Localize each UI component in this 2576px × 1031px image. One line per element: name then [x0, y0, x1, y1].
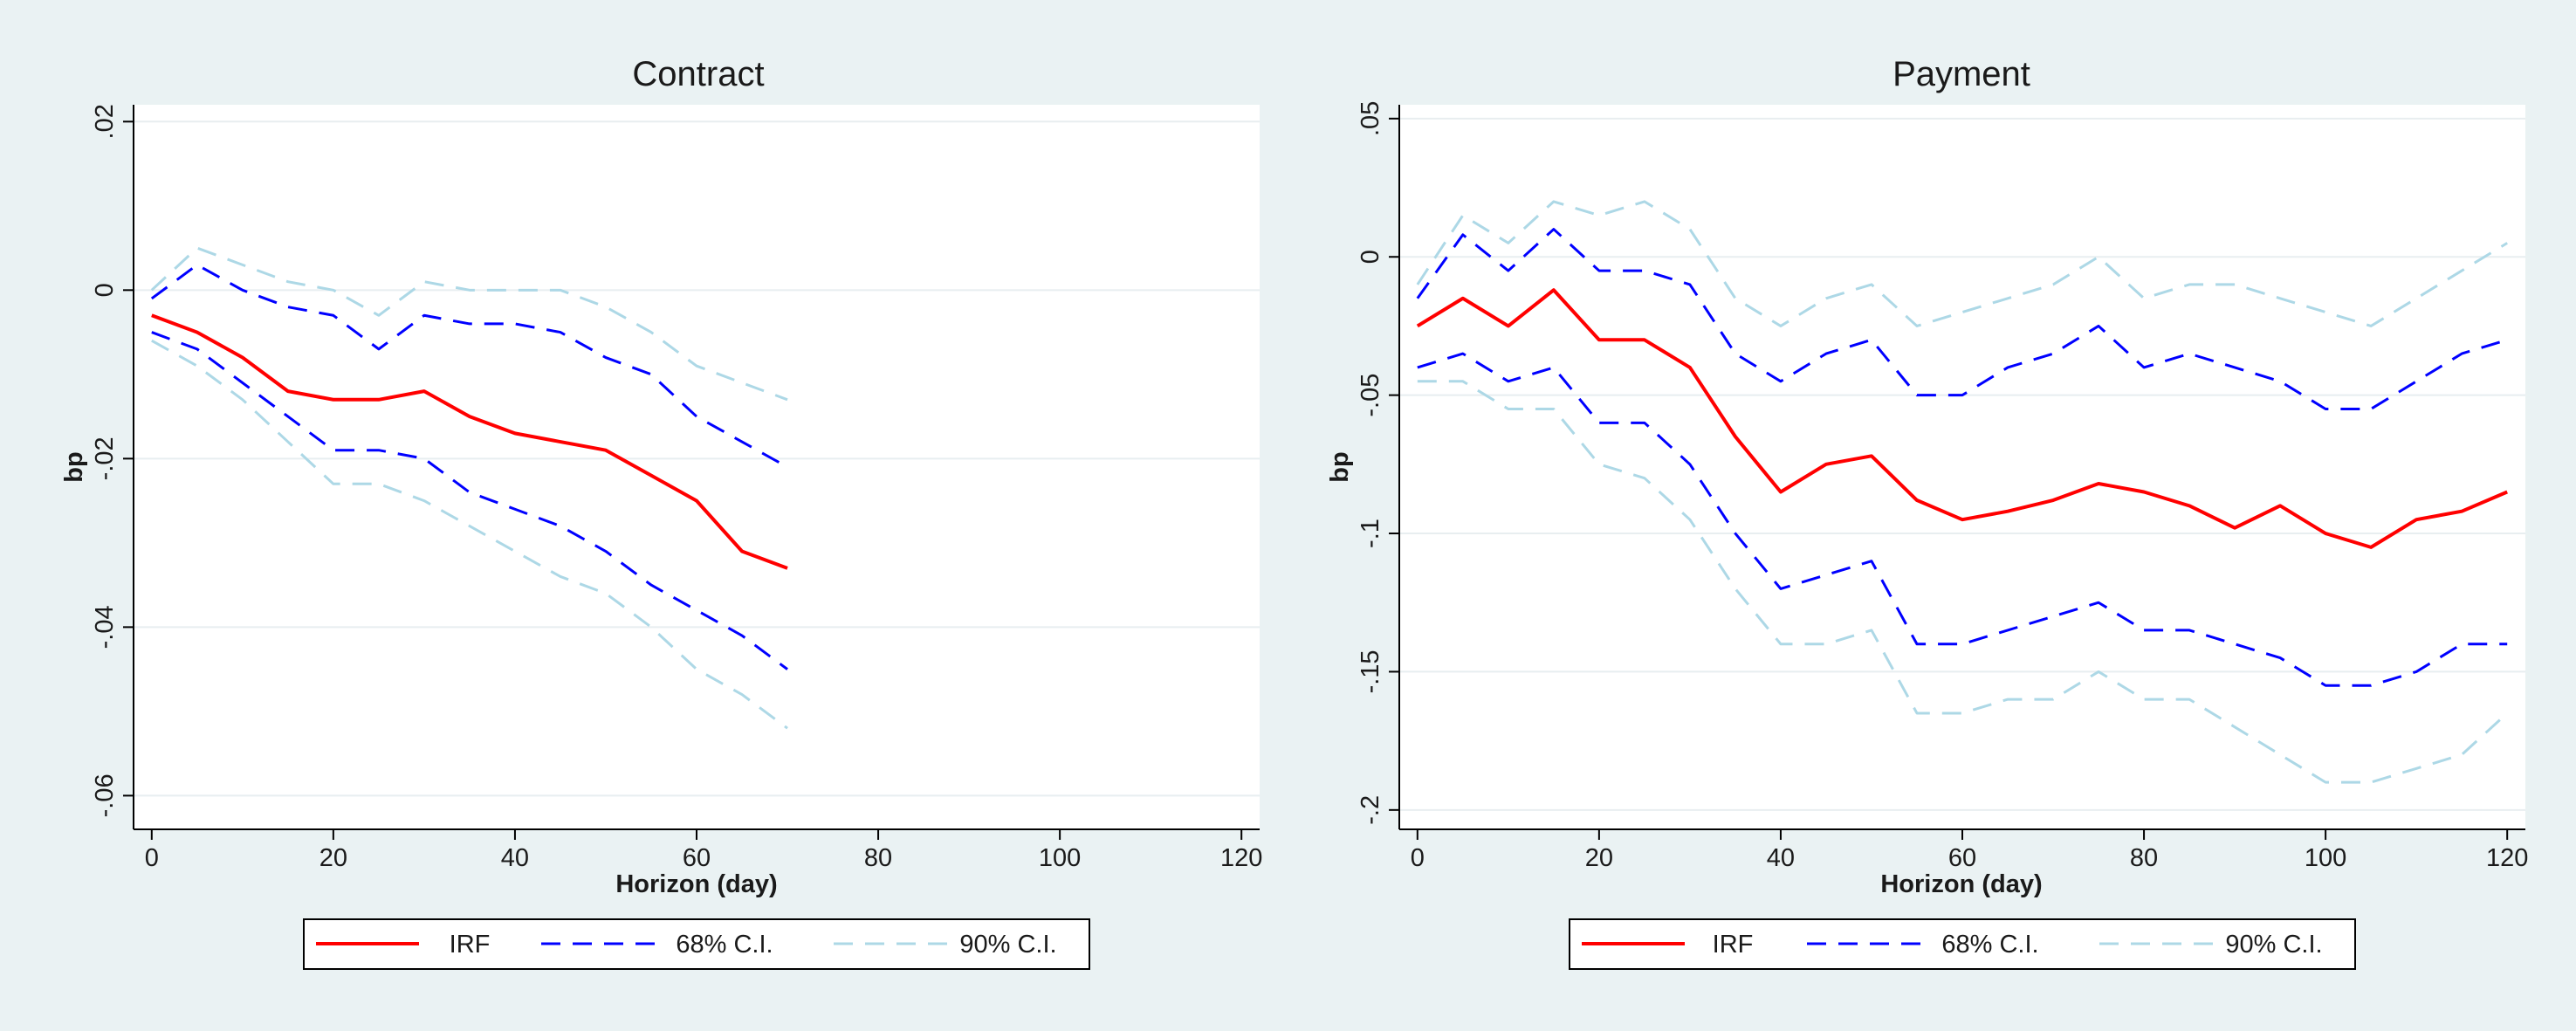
ci90-upper-line: [150, 246, 788, 402]
x-tick-label: 100: [2305, 844, 2346, 872]
x-ticks: 0 20 40 60 80 100 120: [1411, 829, 2528, 872]
y-tick-label: -.2: [1357, 795, 1384, 825]
legend-label-irf: IRF: [1713, 931, 1754, 959]
chart-title: Payment: [1893, 55, 2030, 93]
y-tick-label: -.1: [1357, 519, 1384, 548]
x-tick-label: 120: [2486, 844, 2528, 872]
legend-label-68: 68% C.I.: [1941, 931, 2038, 959]
x-axis-label: Horizon (day): [1880, 870, 2042, 898]
x-tick-label: 20: [319, 844, 347, 872]
grid-lines: [134, 120, 1260, 797]
x-tick-label: 40: [1767, 844, 1795, 872]
legend-label-68: 68% C.I.: [676, 931, 773, 959]
legend-label-90: 90% C.I.: [959, 931, 1056, 959]
y-tick-label: 0: [1357, 250, 1384, 264]
y-tick-label: -.15: [1357, 650, 1384, 693]
irf-line: [151, 313, 788, 570]
ci90-lower-line: [151, 339, 788, 730]
contract-chart-panel: Contract .02 0 -.02 -.04 -.06 0 20 40 60 80 100 12…: [60, 55, 1262, 970]
legend-label-irf: IRF: [450, 931, 491, 959]
series-lines: [1416, 200, 2509, 784]
x-tick-label: 80: [864, 844, 892, 872]
y-ticks: .02 0 -.02 -.04 -.06: [91, 104, 134, 817]
x-tick-label: 60: [683, 844, 711, 872]
y-tick-label: .02: [91, 104, 119, 139]
x-tick-label: 80: [2130, 844, 2158, 872]
x-tick-label: 0: [1411, 844, 1425, 872]
ci68-lower-line: [1417, 352, 2508, 687]
x-tick-label: 20: [1585, 844, 1613, 872]
payment-chart-panel: Payment .05 0 -.05 -.1 -.15 -.2 0 20 40 60 80 100 1…: [1326, 55, 2528, 970]
x-tick-label: 60: [1948, 844, 1976, 872]
y-tick-label: -.04: [91, 605, 119, 649]
y-tick-label: 0: [91, 283, 119, 297]
ci68-upper-line: [1416, 228, 2508, 410]
x-tick-label: 0: [145, 844, 159, 872]
x-tick-label: 100: [1039, 844, 1081, 872]
y-tick-label: -.05: [1357, 374, 1384, 417]
irf-line: [1416, 288, 2508, 549]
ci90-lower-line: [1417, 380, 2509, 784]
legend: IRF 68% C.I. 90% C.I.: [303, 918, 1090, 970]
legend-box: [303, 918, 1090, 970]
y-axis-label: bp: [1326, 451, 1354, 482]
legend-label-90: 90% C.I.: [2225, 931, 2322, 959]
x-ticks: 0 20 40 60 80 100 120: [145, 829, 1262, 872]
x-tick-label: 40: [501, 844, 529, 872]
y-tick-label: .05: [1357, 101, 1384, 136]
plot-area: [1399, 105, 2525, 829]
y-axis-label: bp: [60, 451, 88, 482]
legend-box: [1569, 918, 2356, 970]
x-tick-label: 120: [1220, 844, 1262, 872]
ci68-upper-line: [150, 263, 788, 469]
x-axis-label: Horizon (day): [615, 870, 777, 898]
plot-area: [134, 105, 1260, 829]
y-ticks: .05 0 -.05 -.1 -.15 -.2: [1357, 101, 1399, 825]
chart-title: Contract: [632, 55, 764, 93]
y-tick-label: -.06: [91, 773, 119, 817]
ci68-lower-line: [151, 331, 788, 670]
y-tick-label: -.02: [91, 436, 119, 480]
series-lines: [150, 246, 788, 730]
legend: IRF 68% C.I. 90% C.I.: [1569, 918, 2356, 970]
